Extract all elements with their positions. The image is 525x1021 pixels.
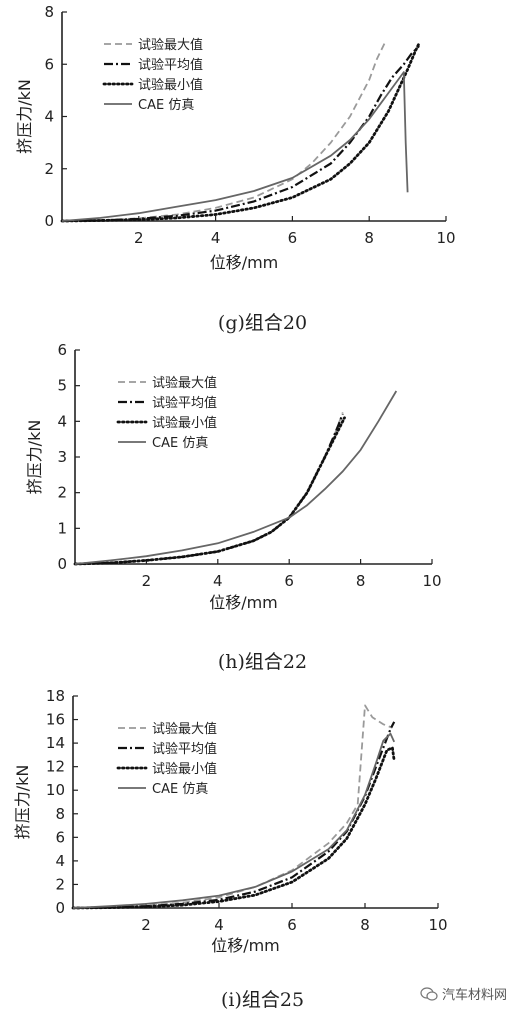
x-tick-label: 8 [360,916,370,934]
y-tick-label: 2 [55,875,65,893]
series-line-2 [73,416,346,566]
legend-label-2: 试验最小值 [152,761,217,777]
y-tick-label: 6 [57,341,67,359]
y-tick-label: 1 [57,519,67,537]
x-tick-label: 6 [287,916,297,934]
watermark: 汽车材料网 [420,984,507,1003]
y-tick-label: 6 [55,828,65,846]
y-tick-label: 12 [46,758,65,776]
y-tick-label: 4 [44,108,54,126]
series-line-0 [74,412,344,565]
chart-panel-i: 0 2 4 6 8 10 12 14 16 18 2 4 6 8 10 位移/mm 挤压力/kN 试验最大值试验平… [0,680,525,965]
series-line-2 [71,746,396,910]
chart-panel-g: 0 2 4 6 8 2 4 6 8 10 位移/mm 挤压力/kN 试验最大值试验平均值试验最小值 CAE… [0,0,525,300]
series-line-0 [61,42,386,222]
x-tick-label: 4 [214,916,224,934]
y-axis-title: 挤压力/kN [13,765,32,840]
series-line-3 [61,71,409,222]
x-axis-title: 位移/mm [209,593,278,612]
series-line-3 [74,390,398,565]
chart-panel-h: 0 1 2 3 4 5 6 2 4 6 8 10 位移/mm 挤压力/kN 试验最大值试验平均值试验最小值 C… [0,338,525,628]
chart-caption-i: (i)组合25 [220,989,305,1011]
x-axis-title: 位移/mm [211,936,280,955]
legend-label-1: 试验平均值 [138,57,203,73]
y-tick-label: 4 [57,412,67,430]
y-tick-label: 14 [46,734,65,752]
y-tick-label: 18 [46,687,65,705]
x-tick-label: 2 [134,229,144,247]
legend-label-0: 试验最大值 [152,375,217,391]
legend-label-1: 试验平均值 [152,741,217,757]
series-line-1 [74,413,344,566]
y-tick-label: 2 [57,484,67,502]
legend-label-2: 试验最小值 [152,415,217,431]
y-tick-label: 8 [44,3,54,21]
legend-label-3: CAE 仿真 [152,436,208,451]
series-line-1 [72,721,396,910]
y-tick-label: 2 [44,160,54,178]
y-axis-title: 挤压力/kN [25,420,44,495]
x-tick-label: 2 [141,916,151,934]
y-tick-label: 4 [55,852,65,870]
x-tick-label: 4 [211,229,221,247]
y-tick-label: 6 [44,55,54,73]
y-tick-label: 0 [57,555,67,573]
y-tick-label: 8 [55,805,65,823]
y-tick-label: 10 [46,781,65,799]
x-tick-label: 4 [213,572,223,590]
legend-label-3: CAE 仿真 [152,782,208,797]
chart-caption-g: (g)组合20 [217,312,308,334]
x-axis-title: 位移/mm [210,253,279,272]
y-axis-title: 挤压力/kN [15,79,34,154]
x-tick-label: 8 [356,572,366,590]
x-tick-label: 10 [422,572,441,590]
x-tick-label: 10 [428,916,447,934]
chart-caption-h: (h)组合22 [217,651,308,673]
y-tick-label: 5 [57,377,67,395]
legend-label-0: 试验最大值 [138,37,203,53]
x-tick-label: 6 [284,572,294,590]
legend-label-1: 试验平均值 [152,395,217,411]
watermark-text: 汽车材料网 [441,988,507,1003]
x-tick-label: 10 [436,229,455,247]
series-line-3 [72,732,396,909]
series-line-0 [72,704,393,909]
y-tick-label: 0 [44,212,54,230]
x-tick-label: 8 [364,229,374,247]
legend-label-2: 试验最小值 [138,77,203,93]
y-tick-label: 16 [46,711,65,729]
y-tick-label: 0 [55,899,65,917]
legend-label-3: CAE 仿真 [138,98,194,113]
x-tick-label: 6 [288,229,298,247]
x-tick-label: 2 [142,572,152,590]
chart-svg-i: 0 2 4 6 8 10 12 14 16 18 2 4 6 8 10 位移/mm 挤压力/kN 试验最大值试验平… [13,687,448,955]
legend-label-0: 试验最大值 [152,721,217,737]
wechat-icon [420,986,438,1001]
y-tick-label: 3 [57,448,67,466]
